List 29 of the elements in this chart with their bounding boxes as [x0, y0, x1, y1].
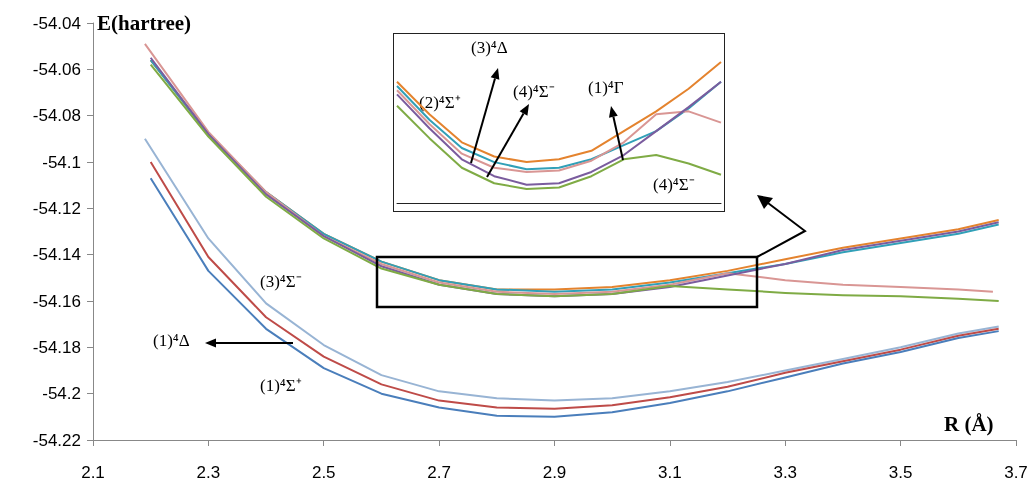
y-tick-label: -54.12 — [32, 198, 81, 218]
y-axis-title: E(hartree) — [97, 11, 192, 35]
y-tick-label: -54.1 — [42, 152, 81, 172]
x-tick-label: 2.7 — [427, 463, 451, 482]
x-tick-label: 2.9 — [542, 463, 567, 482]
x-axis-title: R (Å) — [944, 411, 994, 436]
y-tick-label: -54.2 — [42, 384, 81, 404]
annotation: (1)⁴Γ — [588, 78, 624, 97]
annotation: (1)⁴Δ — [153, 331, 190, 350]
annotation: (2)⁴Σ⁺ — [419, 93, 461, 112]
x-tick-label: 3.7 — [1004, 463, 1028, 482]
y-tick-label: -54.06 — [32, 59, 81, 79]
annotation: (3)⁴Σ⁻ — [260, 272, 302, 291]
y-tick-label: -54.16 — [32, 291, 81, 311]
annotation: (3)⁴Δ — [471, 38, 508, 57]
y-tick-label: -54.18 — [32, 337, 81, 357]
x-tick-label: 3.1 — [658, 463, 682, 482]
x-tick-label: 2.5 — [311, 463, 336, 482]
x-tick-label: 2.1 — [81, 463, 105, 482]
x-tick-label: 3.5 — [888, 463, 913, 482]
x-tick-label: 2.3 — [196, 463, 221, 482]
annotation: (4)⁴Σ⁻ — [653, 175, 695, 194]
y-tick-label: -54.08 — [32, 106, 81, 126]
y-tick-label: -54.04 — [32, 13, 81, 33]
annotation: (4)⁴Σ⁻ — [513, 82, 555, 101]
annotation: (1)⁴Σ⁺ — [260, 376, 302, 395]
y-tick-label: -54.14 — [32, 245, 81, 265]
y-tick-label: -54.22 — [32, 430, 81, 450]
x-tick-label: 3.3 — [773, 463, 798, 482]
